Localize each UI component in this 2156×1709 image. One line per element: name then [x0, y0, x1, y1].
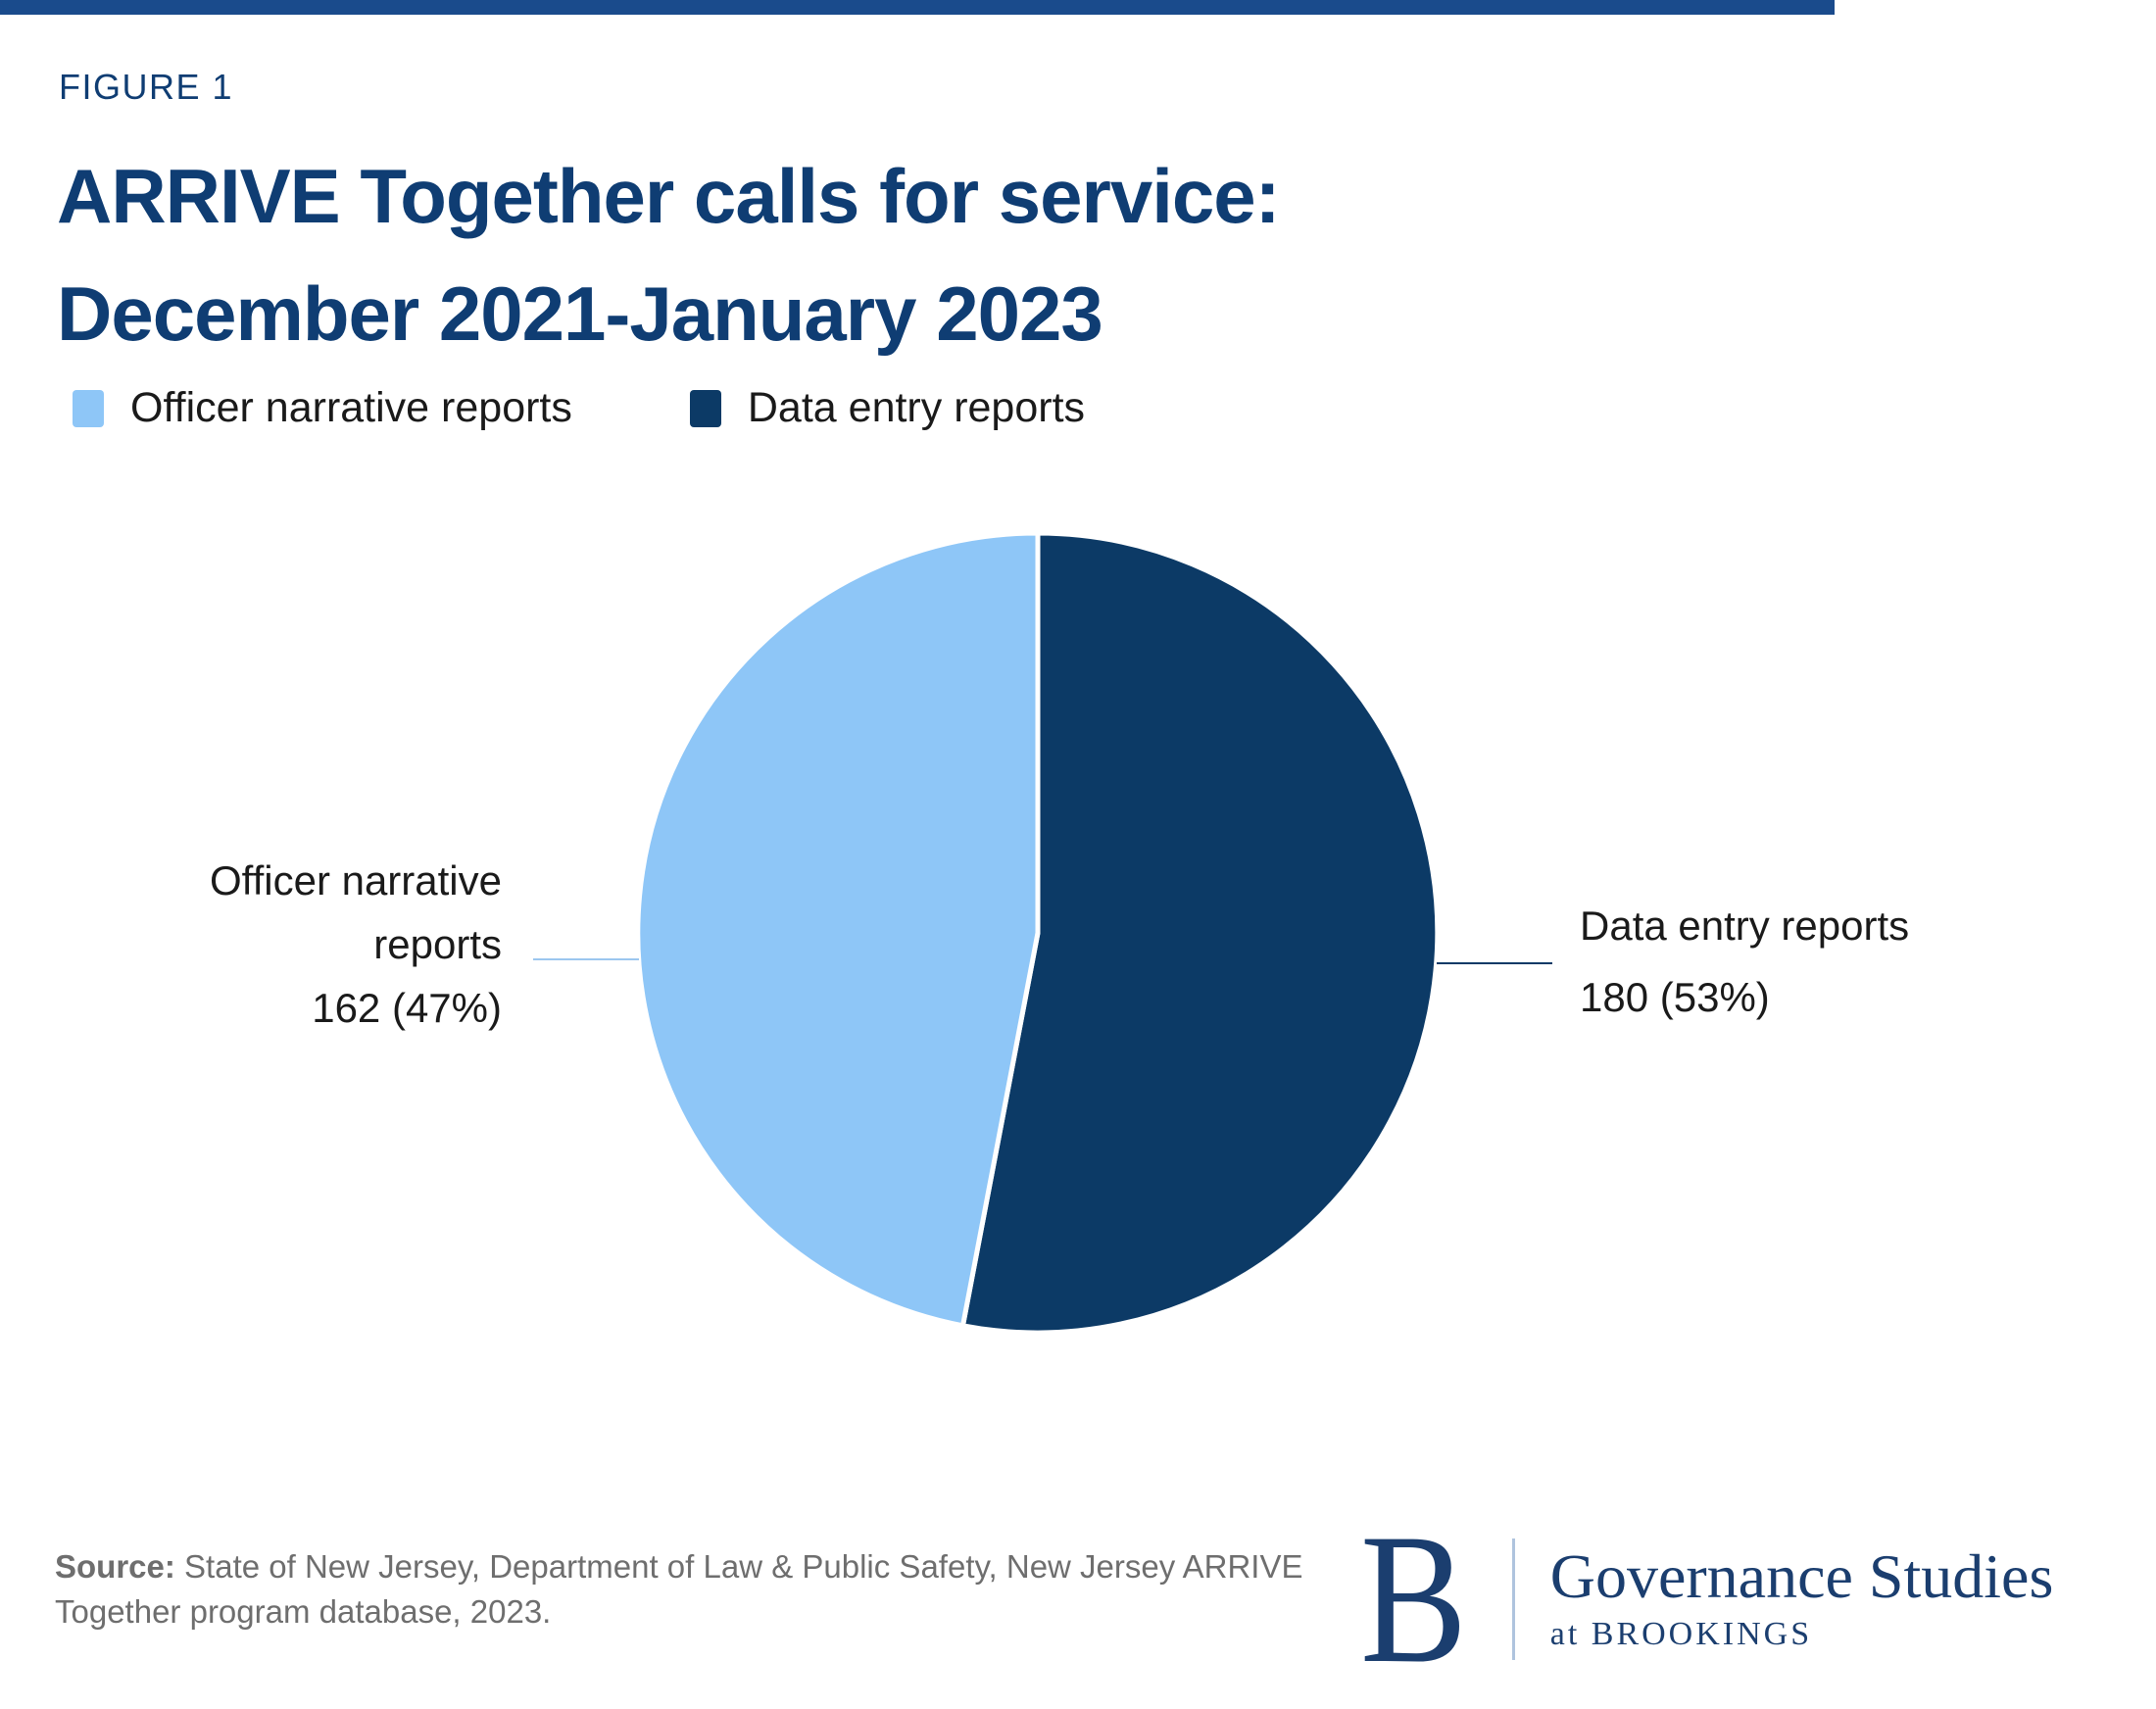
brookings-logo: B Governance Studies at BROOKINGS [1360, 1496, 2054, 1702]
brookings-b-monogram: B [1360, 1496, 1467, 1702]
legend-item-data-entry[interactable]: Data entry reports [689, 384, 1086, 432]
logo-divider [1511, 1538, 1515, 1660]
pie-label-line: Data entry reports [1580, 903, 1910, 949]
top-accent-bar [0, 0, 1835, 15]
chart-title: ARRIVE Together calls for service: Decem… [57, 137, 1281, 372]
logo-at-brookings: at BROOKINGS [1549, 1616, 1813, 1652]
source-text: State of New Jersey, Department of Law &… [55, 1548, 1303, 1630]
source-prefix: Source: [55, 1548, 175, 1585]
pie-label-officer-narrative: Officer narrative reports 162 (47%) [51, 849, 502, 1040]
chart-title-line-1: ARRIVE Together calls for service: [57, 153, 1281, 239]
figure-number-label: FIGURE 1 [59, 67, 234, 107]
pie-label-value: 180 (53%) [1580, 974, 1770, 1020]
legend-item-officer-narrative[interactable]: Officer narrative reports [73, 384, 572, 432]
legend-label: Data entry reports [747, 384, 1086, 431]
pie-slice-data-entry-reports[interactable] [959, 530, 1441, 1336]
pie-label-line: Officer narrative [210, 857, 502, 903]
pie-slice-officer-narrative-reports[interactable] [635, 530, 1041, 1329]
legend-swatch-light-blue [73, 389, 104, 427]
chart-title-line-2: December 2021-January 2023 [57, 270, 1103, 357]
pie-label-line: reports [373, 921, 502, 967]
source-note: Source: State of New Jersey, Department … [55, 1544, 1397, 1635]
logo-text: Governance Studies at BROOKINGS [1550, 1544, 2054, 1654]
legend-swatch-navy [689, 389, 721, 427]
pie-label-data-entry: Data entry reports 180 (53%) [1580, 890, 2129, 1033]
pie-label-value: 162 (47%) [312, 985, 502, 1031]
legend: Officer narrative reports Data entry rep… [73, 384, 1085, 432]
logo-governance-studies: Governance Studies [1549, 1541, 2054, 1611]
legend-label: Officer narrative reports [130, 384, 572, 431]
